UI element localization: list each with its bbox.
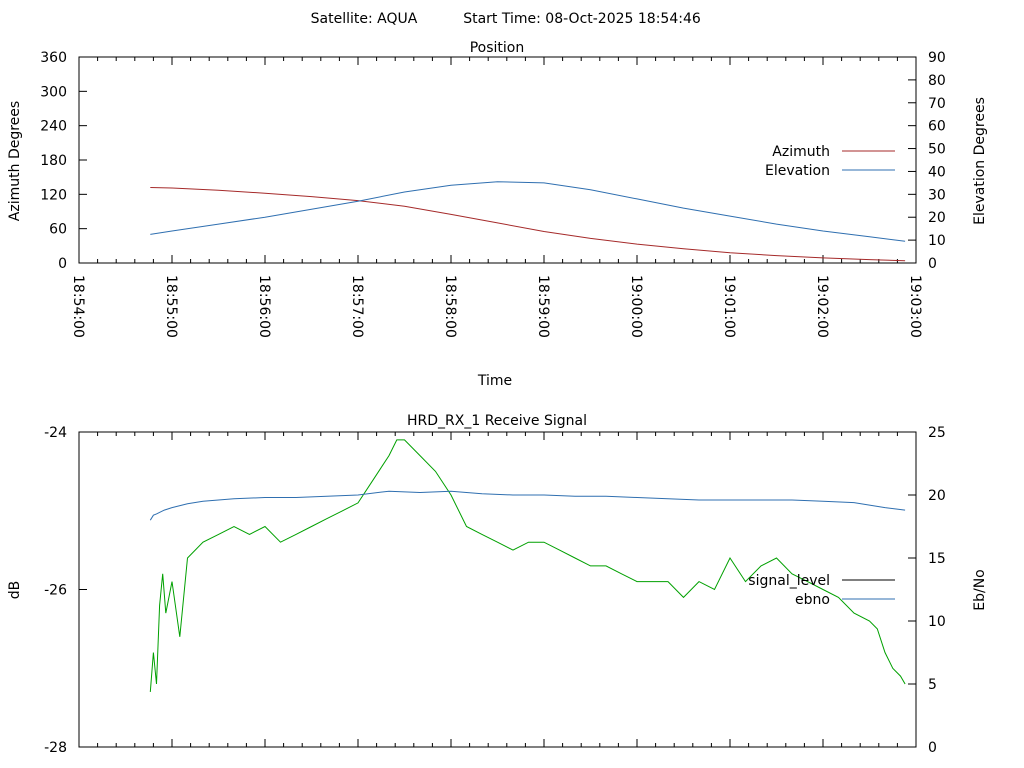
y2-tick-label: 80 (928, 73, 946, 89)
y2-tick-label: 25 (928, 425, 946, 441)
receive-signal-chart: HRD_RX_1 Receive Signal dB Eb/No -28 -26 -… (7, 413, 988, 756)
y2-tick-label: 0 (928, 740, 937, 756)
series-line-azimuth (150, 187, 906, 262)
x-tick-label: 19:02:00 (814, 275, 830, 338)
signal-y-axis-label: dB (7, 581, 23, 600)
y-tick-label: 0 (58, 256, 67, 272)
x-tick-label: 19:01:00 (721, 275, 737, 338)
y2-tick-label: 20 (928, 210, 946, 226)
y2-tick-label: 0 (928, 256, 937, 272)
y-tick-label: 120 (40, 187, 67, 203)
y2-tick-label: 15 (928, 551, 946, 567)
series-line-signal-level (149, 439, 906, 692)
x-tick-label: 18:54:00 (70, 275, 86, 338)
position-chart-title: Position (470, 40, 525, 56)
y-tick-label: 240 (40, 119, 67, 135)
x-tick-label: 19:00:00 (628, 275, 644, 338)
y-tick-label: 360 (40, 50, 67, 66)
y2-tick-label: 10 (928, 233, 946, 249)
y2-tick-label: 5 (928, 677, 937, 693)
position-legend: Azimuth Elevation (765, 144, 895, 179)
y2-tick-label: 10 (928, 614, 946, 630)
position-plot-area (78, 56, 917, 264)
start-time-label: Start Time: 08-Oct-2025 18:54:46 (463, 11, 701, 27)
y-tick-label: -24 (44, 425, 67, 441)
y2-tick-label: 20 (928, 488, 946, 504)
receive-signal-chart-title: HRD_RX_1 Receive Signal (407, 413, 587, 429)
legend-label-ebno: ebno (795, 592, 830, 608)
x-tick-label: 18:56:00 (256, 275, 272, 338)
y2-tick-label: 50 (928, 142, 946, 158)
series-line-ebno (149, 490, 906, 521)
x-tick-label: 19:03:00 (907, 275, 923, 338)
x-tick-label: 18:57:00 (349, 275, 365, 338)
satellite-label: Satellite: AQUA (311, 11, 418, 27)
x-tick-label: 18:59:00 (535, 275, 551, 338)
y2-tick-label: 40 (928, 164, 946, 180)
y-tick-label: -28 (44, 740, 67, 756)
legend-label-azimuth: Azimuth (772, 144, 830, 160)
signal-legend: signal_level ebno (748, 573, 895, 608)
position-y-axis-label: Azimuth Degrees (7, 101, 23, 221)
x-tick-label: 18:58:00 (442, 275, 458, 338)
signal-y2-axis-label: Eb/No (972, 569, 988, 611)
position-x-axis-label: Time (477, 373, 512, 389)
y2-tick-label: 30 (928, 187, 946, 203)
legend-label-signal-level: signal_level (748, 573, 830, 589)
y2-tick-label: 70 (928, 96, 946, 112)
x-tick-label: 18:55:00 (163, 275, 179, 338)
legend-label-elevation: Elevation (765, 163, 830, 179)
y-tick-label: 300 (40, 84, 67, 100)
position-chart: Position Time Azimuth Degrees Elevation … (7, 40, 988, 389)
signal-plot-area (78, 431, 917, 748)
y2-tick-label: 90 (928, 50, 946, 66)
series-line-elevation (150, 181, 906, 242)
y-tick-label: -26 (44, 583, 67, 599)
y-tick-label: 180 (40, 153, 67, 169)
y2-tick-label: 60 (928, 119, 946, 135)
position-y2-axis-label: Elevation Degrees (972, 97, 988, 225)
y-tick-label: 60 (49, 222, 67, 238)
